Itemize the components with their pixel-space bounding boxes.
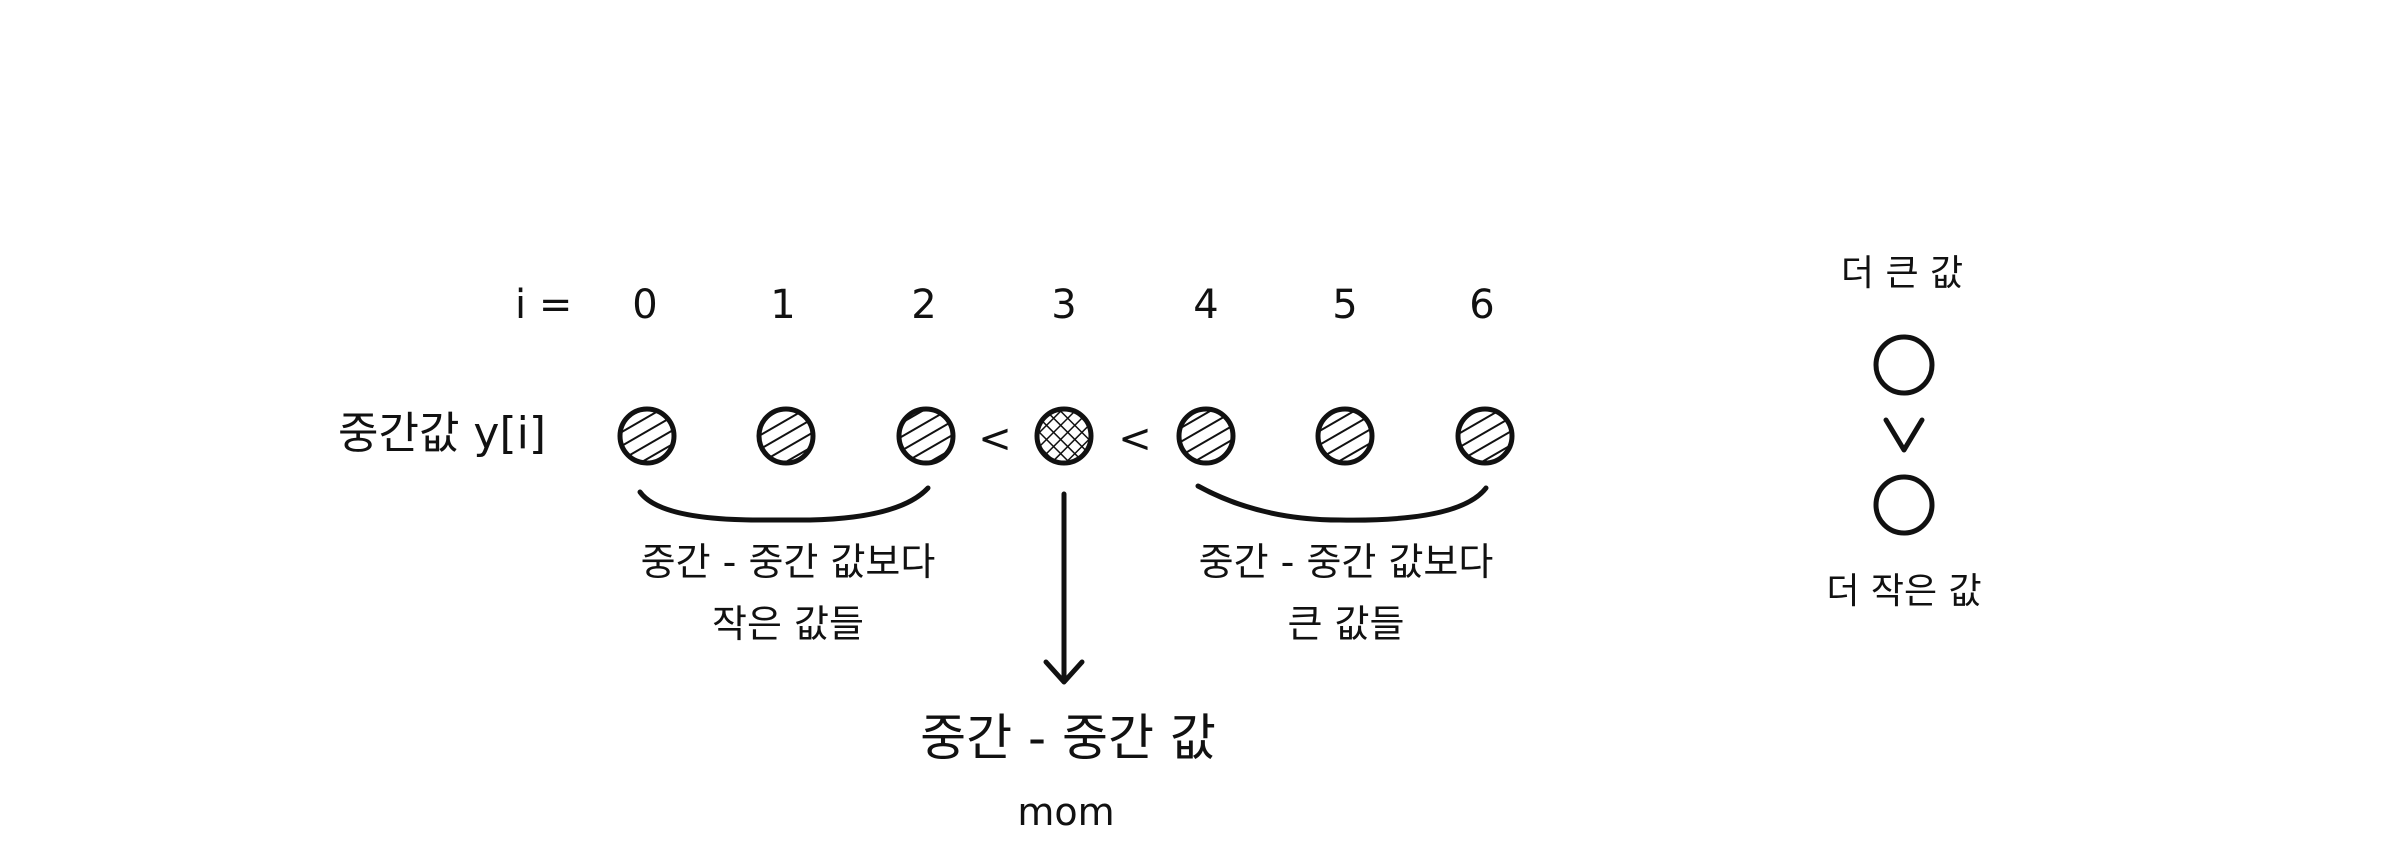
greater-than-symbol xyxy=(1883,417,1925,453)
right-group-brace xyxy=(1195,483,1489,523)
legend-top-label: 더 큰 값 xyxy=(1841,253,1963,294)
right-group-line2: 큰 값들 xyxy=(1288,602,1405,646)
median-circle-1 xyxy=(756,406,816,466)
index-prefix: i = xyxy=(515,282,572,328)
median-circle-0 xyxy=(617,406,677,466)
median-circle-4 xyxy=(1176,406,1236,466)
down-arrow xyxy=(1043,491,1085,685)
index-label-1: 1 xyxy=(770,282,795,328)
less-than-sign-left: < xyxy=(978,416,1012,462)
legend-bottom-label: 더 작은 값 xyxy=(1826,571,1981,612)
index-label-4: 4 xyxy=(1193,282,1218,328)
left-group-line2: 작은 값들 xyxy=(712,602,864,646)
row-label: 중간값 y[i] xyxy=(338,408,546,459)
less-than-sign-right: < xyxy=(1118,416,1152,462)
left-group-brace xyxy=(637,485,931,523)
median-circle-2 xyxy=(896,406,956,466)
index-label-3: 3 xyxy=(1051,282,1076,328)
legend-top-circle xyxy=(1873,334,1935,396)
median-of-medians-circle xyxy=(1034,406,1094,466)
index-label-5: 5 xyxy=(1332,282,1357,328)
legend-bottom-circle xyxy=(1873,474,1935,536)
index-label-0: 0 xyxy=(632,282,657,328)
index-label-2: 2 xyxy=(911,282,936,328)
left-group-line1: 중간 - 중간 값보다 xyxy=(641,540,936,584)
median-circle-5 xyxy=(1315,406,1375,466)
median-of-medians-label: 중간 - 중간 값 xyxy=(920,709,1216,767)
right-group-line1: 중간 - 중간 값보다 xyxy=(1199,540,1494,584)
index-label-6: 6 xyxy=(1469,282,1494,328)
mom-label: mom xyxy=(1017,790,1114,834)
median-circle-6 xyxy=(1455,406,1515,466)
